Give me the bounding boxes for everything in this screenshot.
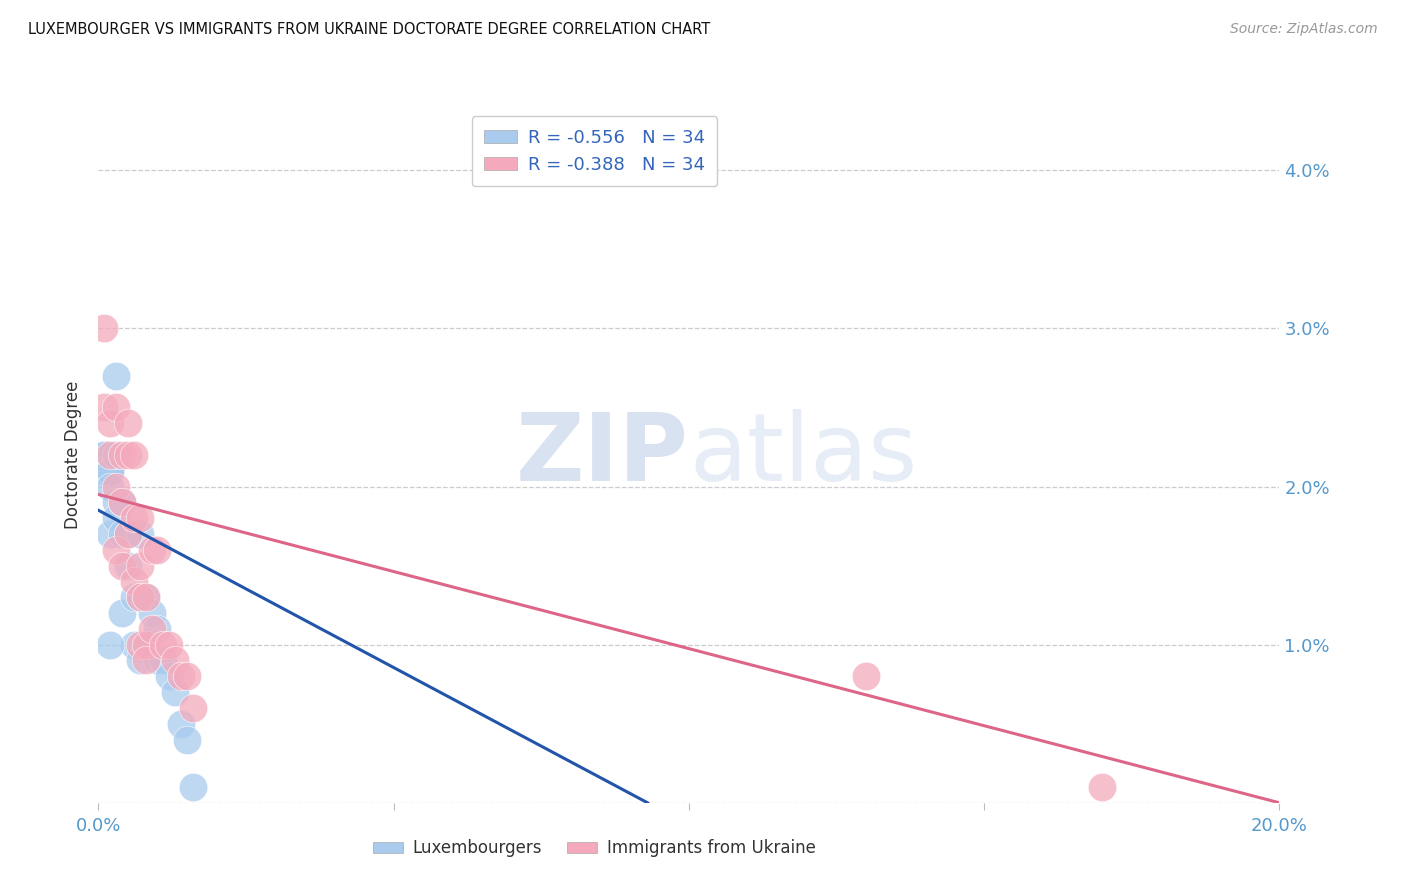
- Point: [105, 542, 128, 557]
- Point: [176, 732, 198, 747]
- Point: [93, 464, 115, 478]
- Point: [111, 606, 134, 620]
- Point: [170, 716, 193, 731]
- Point: [135, 591, 157, 605]
- Point: [111, 495, 134, 509]
- Text: LUXEMBOURGER VS IMMIGRANTS FROM UKRAINE DOCTORATE DEGREE CORRELATION CHART: LUXEMBOURGER VS IMMIGRANTS FROM UKRAINE …: [28, 22, 710, 37]
- Point: [98, 527, 121, 541]
- Point: [98, 448, 121, 462]
- Point: [111, 558, 134, 573]
- Point: [170, 669, 193, 683]
- Point: [98, 464, 121, 478]
- Point: [146, 622, 169, 636]
- Point: [111, 495, 134, 509]
- Point: [117, 527, 139, 541]
- Point: [122, 574, 145, 589]
- Point: [157, 638, 180, 652]
- Point: [98, 464, 121, 478]
- Text: ZIP: ZIP: [516, 409, 689, 501]
- Point: [181, 701, 204, 715]
- Point: [122, 448, 145, 462]
- Point: [128, 558, 150, 573]
- Point: [98, 479, 121, 493]
- Point: [141, 606, 163, 620]
- Point: [135, 638, 157, 652]
- Point: [105, 401, 128, 415]
- Point: [128, 591, 150, 605]
- Point: [176, 669, 198, 683]
- Point: [141, 542, 163, 557]
- Point: [98, 638, 121, 652]
- Text: atlas: atlas: [689, 409, 917, 501]
- Point: [93, 448, 115, 462]
- Point: [135, 653, 157, 667]
- Point: [122, 638, 145, 652]
- Point: [105, 495, 128, 509]
- Point: [117, 417, 139, 431]
- Point: [855, 669, 877, 683]
- Point: [128, 527, 150, 541]
- Point: [128, 591, 150, 605]
- Point: [128, 653, 150, 667]
- Point: [128, 638, 150, 652]
- Point: [157, 669, 180, 683]
- Point: [117, 527, 139, 541]
- Y-axis label: Doctorate Degree: Doctorate Degree: [65, 381, 83, 529]
- Point: [165, 685, 187, 699]
- Point: [105, 368, 128, 383]
- Point: [117, 558, 139, 573]
- Point: [135, 591, 157, 605]
- Point: [146, 653, 169, 667]
- Point: [105, 511, 128, 525]
- Point: [111, 448, 134, 462]
- Point: [152, 653, 174, 667]
- Point: [93, 321, 115, 335]
- Point: [98, 417, 121, 431]
- Point: [1091, 780, 1114, 794]
- Point: [152, 638, 174, 652]
- Point: [117, 448, 139, 462]
- Point: [93, 401, 115, 415]
- Point: [135, 638, 157, 652]
- Text: Source: ZipAtlas.com: Source: ZipAtlas.com: [1230, 22, 1378, 37]
- Point: [98, 464, 121, 478]
- Point: [93, 448, 115, 462]
- Point: [141, 622, 163, 636]
- Point: [165, 653, 187, 667]
- Point: [122, 511, 145, 525]
- Point: [122, 591, 145, 605]
- Point: [111, 527, 134, 541]
- Legend: Luxembourgers, Immigrants from Ukraine: Luxembourgers, Immigrants from Ukraine: [366, 833, 823, 864]
- Point: [105, 479, 128, 493]
- Point: [105, 448, 128, 462]
- Point: [181, 780, 204, 794]
- Point: [128, 511, 150, 525]
- Point: [146, 542, 169, 557]
